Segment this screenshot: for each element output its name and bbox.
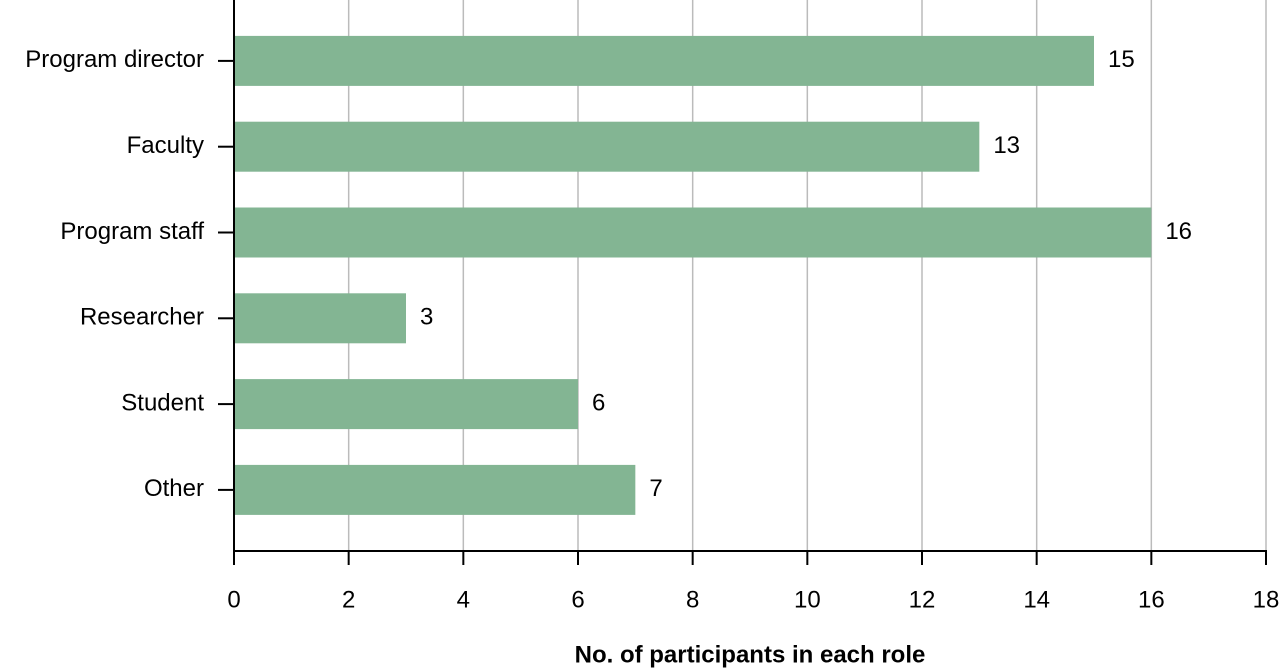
x-tick-label: 10 bbox=[794, 586, 821, 613]
x-axis-label: No. of participants in each role bbox=[575, 641, 926, 668]
y-tick-label: Other bbox=[144, 475, 204, 502]
x-tick-label: 14 bbox=[1023, 586, 1050, 613]
y-tick-label: Program staff bbox=[60, 218, 204, 245]
y-tick-label: Program director bbox=[25, 46, 204, 73]
data-label: 15 bbox=[1108, 46, 1135, 73]
x-tick-label: 2 bbox=[342, 586, 355, 613]
bar bbox=[234, 293, 406, 344]
x-tick-label: 0 bbox=[227, 586, 240, 613]
y-tick-label: Student bbox=[121, 389, 204, 416]
x-tick-label: 18 bbox=[1253, 586, 1280, 613]
bar bbox=[234, 207, 1152, 258]
y-tick-label: Faculty bbox=[127, 132, 204, 159]
x-tick-label: 4 bbox=[457, 586, 470, 613]
data-label: 13 bbox=[993, 132, 1020, 159]
data-label: 6 bbox=[592, 389, 605, 416]
y-tick-label: Researcher bbox=[80, 304, 204, 331]
x-tick-label: 12 bbox=[909, 586, 936, 613]
bar bbox=[234, 121, 980, 172]
bar bbox=[234, 464, 636, 515]
data-label: 7 bbox=[649, 475, 662, 502]
x-tick-label: 6 bbox=[571, 586, 584, 613]
data-label: 16 bbox=[1165, 218, 1192, 245]
data-label: 3 bbox=[420, 304, 433, 331]
bar bbox=[234, 35, 1094, 86]
x-tick-label: 16 bbox=[1138, 586, 1165, 613]
x-tick-label: 8 bbox=[686, 586, 699, 613]
bar bbox=[234, 379, 578, 430]
